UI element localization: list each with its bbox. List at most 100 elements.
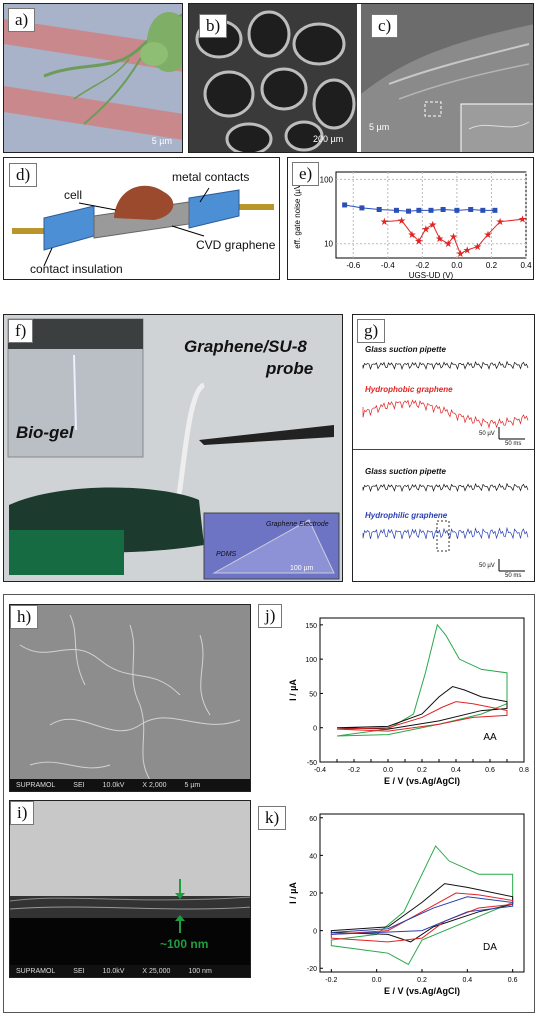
plot-frame [335,171,527,259]
y-tick-label: 40 [309,853,317,860]
sem-bar-scale: 100 nm [188,967,212,975]
annotation-label: AA [483,732,497,743]
scale-t1: 50 ms [505,441,522,447]
label-cell: cell [64,188,83,202]
sem-bar-mode: SEI [73,781,85,789]
x-tick-label: -0.2 [415,261,429,270]
label-cvd-graphene: CVD graphene [196,238,276,252]
data-point-square [393,207,399,213]
graphene-electrode-label: Graphene Electrode [266,521,329,528]
data-point-square [454,207,460,213]
panel-j-cv-chart: -0.4 -0.2 0.0 0.2 0.4 0.6 0.8 -50 0 50 100 150 I / µ… [258,600,533,800]
scale-bar-label-c: 5 µm [369,122,390,132]
scale-v2: 50 µV [479,563,495,569]
data-point-star: ★ [444,239,453,250]
panel-label-c: c) [371,14,399,38]
neuron-on-electrodes-image [4,4,182,152]
data-point-square [480,207,486,213]
film-cross-section-image [10,801,250,977]
scale-bar-label: 5 µm [151,136,172,146]
panel-label-d: d) [9,163,38,187]
panel-label-f: f) [8,319,34,343]
x-tick-label: 0.0 [372,977,382,984]
biogel-label: Bio-gel [16,423,74,442]
x-tick-label: 0.0 [451,261,463,270]
hydrophobic-label: Hydrophobic graphene [365,385,453,394]
panel-bc-foam-sem: b) c) 200 µm 5 µm [188,3,534,153]
data-point-star: ★ [449,232,458,243]
graphene-foam-image [189,4,533,152]
data-point-square [468,206,474,212]
data-point-star: ★ [397,216,406,227]
x-tick-label: -0.4 [314,767,326,774]
y-axis-label: eff. gate noise (µV) [293,181,302,249]
sem-bar-voltage: 10.0kV [102,967,125,975]
y-tick-label: 100 [320,175,334,184]
data-point-square [359,205,365,211]
scale-bar-label-f: 100 µm [290,565,314,572]
panel-label-a: a) [8,8,36,32]
panel-e-noise-chart: -0.6 -0.4 -0.2 0.0 0.2 0.4 10 100 eff. gate nois… [287,157,534,280]
trace-hydrophilic [362,526,529,540]
wrinkled-film-image [10,605,250,791]
sem-bar-voltage: 10.0kV [102,781,125,789]
x-tick-label: -0.4 [381,261,395,270]
data-point-square [416,207,422,213]
scale-t2: 50 ms [505,573,522,579]
trace-glass-pipette-1 [362,360,529,371]
sem-info-bar-i: SUPRAMOL SEI 10.0kV X 25,000 100 nm [10,965,250,977]
sem-bar-scale: 5 µm [184,781,201,789]
cv-curve [330,896,514,935]
transistor-schematic [12,185,274,267]
y-tick-label: 50 [309,691,317,698]
data-point-star: ★ [428,220,437,231]
panel-label-j: j) [258,604,283,628]
data-point-star: ★ [408,230,417,241]
data-point-star: ★ [435,234,444,245]
panel-k-cv-chart: -0.2 0.0 0.2 0.4 0.6 -20 0 20 40 60 I / µA E / V (v… [258,802,533,1008]
panel-f-probe-photo: f) Graphene/SU-8 probe Bio-gel Graphene … [3,314,343,582]
sem-bar-lab: SUPRAMOL [16,781,56,789]
panel-label-k: k) [258,806,287,830]
panel-label-e: e) [292,162,320,186]
annotation-label: DA [483,942,497,953]
probe-title-line2: probe [266,359,314,378]
y-tick-label: -50 [307,760,317,767]
y-tick-label: 0 [313,726,317,733]
label-metal-contacts: metal contacts [172,170,250,184]
label-contact-insulation: contact insulation [30,262,123,276]
x-tick-label: 0.8 [519,767,529,774]
x-tick-label: 0.2 [486,261,498,270]
y-tick-label: 10 [324,240,333,249]
y-tick-label: 150 [305,623,317,630]
glass-pipette-label-2: Glass suction pipette [365,467,446,476]
trace-glass-pipette-2 [362,482,529,493]
data-point-square [492,207,498,213]
sem-bar-mag: X 2,000 [142,781,167,789]
y-tick-label: -20 [307,966,317,973]
data-point-star: ★ [421,224,430,235]
x-axis-label: E / V (vs.Ag/AgCl) [384,776,460,786]
data-point-star: ★ [414,237,423,248]
chart-k-svg: -0.2 0.0 0.2 0.4 0.6 -20 0 20 40 60 I / µA E / V (v… [288,813,525,996]
highlight-box [436,520,450,552]
scale-v1: 50 µV [479,431,495,437]
data-point-star: ★ [456,249,465,260]
panel-a-sem-neuron: a) 5 µm [3,3,183,153]
hydrophilic-label: Hydrophilic graphene [365,511,448,520]
panel-label-h: h) [10,605,39,629]
data-point-square [342,202,348,208]
scale-bar-label-b: 200 µm [313,134,344,144]
x-axis-label: UGS-UD (V) [409,271,454,280]
x-tick-label: -0.2 [325,977,337,984]
data-point-star: ★ [463,245,472,256]
x-tick-label: 0.6 [508,977,518,984]
cv-curve [336,701,508,732]
sem-bar-mode: SEI [73,967,85,975]
x-tick-label: 0.4 [451,767,461,774]
panel-h-sem-surface: SUPRAMOL SEI 10.0kV X 2,000 5 µm h) [9,604,251,792]
trace-hydrophobic [362,399,529,429]
y-tick-label: 100 [305,657,317,664]
y-axis-label: I / µA [288,882,298,904]
sem-bar-lab: SUPRAMOL [16,967,56,975]
